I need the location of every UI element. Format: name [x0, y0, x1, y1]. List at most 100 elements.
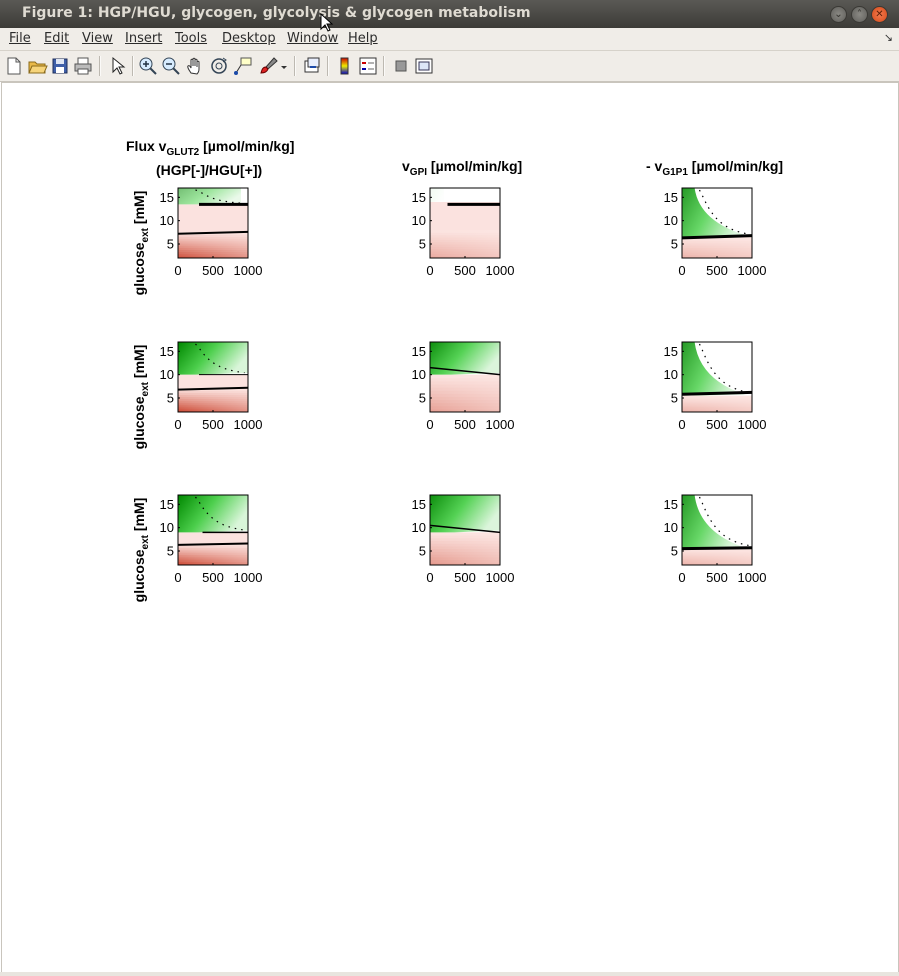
- show-plot-tools-icon[interactable]: [413, 55, 435, 77]
- y-tick-label: 5: [419, 544, 426, 559]
- window-titlebar[interactable]: Figure 1: HGP/HGU, glycogen, glycolysis …: [0, 0, 899, 28]
- subplot-1-1[interactable]: 5 10 15 0 500 1000: [412, 341, 515, 432]
- mouse-cursor-icon: [320, 13, 334, 32]
- subplot-0-1[interactable]: 5 10 15 0 500 1000: [412, 187, 515, 278]
- red-cell: [430, 545, 500, 550]
- red-cell: [430, 230, 500, 233]
- y-tick-label: 15: [412, 190, 426, 205]
- minimize-icon[interactable]: ⌄: [830, 6, 847, 23]
- menu-help[interactable]: Help: [348, 31, 378, 46]
- rotate-3d-icon[interactable]: [208, 55, 230, 77]
- red-cell: [178, 238, 248, 242]
- save-icon[interactable]: [49, 55, 71, 77]
- dock-arrow-icon[interactable]: ↘: [883, 31, 893, 44]
- red-cell: [682, 551, 752, 554]
- menu-desktop[interactable]: Desktop: [222, 31, 276, 46]
- maximize-icon[interactable]: ˄: [851, 6, 868, 23]
- red-cell: [682, 552, 752, 555]
- red-cell: [178, 554, 248, 557]
- red-cell: [430, 387, 500, 391]
- pan-icon[interactable]: [184, 55, 206, 77]
- subplot-1-2[interactable]: 5 10 15 0 500 1000: [664, 341, 767, 432]
- threshold-line: [177, 542, 249, 546]
- menu-insert[interactable]: Insert: [125, 31, 163, 46]
- subplot-2-2[interactable]: 5 10 15 0 500 1000: [664, 494, 767, 585]
- hide-plot-tools-icon[interactable]: [390, 55, 412, 77]
- green-region: [682, 495, 745, 549]
- red-cell: [178, 247, 248, 250]
- x-tick-label: 0: [174, 570, 181, 585]
- boundary-curve: [195, 343, 245, 374]
- red-cell: [178, 396, 248, 399]
- print-icon[interactable]: [72, 55, 94, 77]
- red-cell: [430, 532, 500, 536]
- red-cell: [682, 252, 752, 255]
- red-cell: [178, 556, 248, 559]
- x-tick-label: 0: [678, 570, 685, 585]
- link-plot-icon[interactable]: [301, 55, 323, 77]
- colorbar-icon[interactable]: [334, 55, 356, 77]
- x-tick-label: 0: [678, 417, 685, 432]
- subplot-2-0[interactable]: 5 10 15 0 500 1000 glucoseext [mM]: [131, 494, 262, 602]
- red-cell: [178, 547, 248, 550]
- menu-bar: File Edit View Insert Tools Desktop Wind…: [0, 28, 899, 51]
- red-cell: [430, 543, 500, 547]
- zoom-in-icon[interactable]: [137, 55, 159, 77]
- x-tick-label: 0: [426, 417, 433, 432]
- red-cell: [682, 397, 752, 399]
- red-cell: [682, 245, 752, 248]
- red-cell: [178, 394, 248, 397]
- brush-dropdown-icon[interactable]: [278, 55, 290, 77]
- brush-icon[interactable]: [256, 55, 278, 77]
- menu-view[interactable]: View: [82, 31, 113, 46]
- red-cell: [178, 558, 248, 561]
- red-cell: [178, 545, 248, 548]
- y-tick-label: 10: [664, 367, 678, 382]
- y-tick-label: 15: [664, 190, 678, 205]
- y-tick-label: 5: [671, 391, 678, 406]
- red-cell: [430, 374, 500, 379]
- x-tick-label: 1000: [234, 263, 263, 278]
- x-tick-label: 0: [426, 570, 433, 585]
- subplot-1-0[interactable]: 5 10 15 0 500 1000 glucoseext [mM]: [131, 341, 262, 449]
- figure-toolbar: [0, 51, 899, 82]
- menu-file[interactable]: File: [9, 31, 31, 46]
- red-cell: [178, 251, 248, 255]
- x-tick-label: 0: [174, 263, 181, 278]
- y-tick-label: 15: [160, 344, 174, 359]
- menu-tools[interactable]: Tools: [175, 31, 208, 46]
- x-tick-label: 1000: [486, 263, 515, 278]
- x-tick-label: 1000: [486, 417, 515, 432]
- window-title: Figure 1: HGP/HGU, glycogen, glycolysis …: [22, 5, 531, 21]
- red-cell: [682, 249, 752, 252]
- red-cell: [682, 550, 752, 552]
- menu-edit[interactable]: Edit: [44, 31, 70, 46]
- zoom-out-icon[interactable]: [160, 55, 182, 77]
- y-tick-label: 5: [419, 237, 426, 252]
- subplot-0-0[interactable]: 5 10 15 0 500 1000 glucoseext [mM]: [131, 187, 263, 295]
- red-cell: [430, 537, 500, 541]
- y-tick-label: 5: [671, 544, 678, 559]
- edit-plot-icon[interactable]: [106, 55, 128, 77]
- menu-window[interactable]: Window: [287, 31, 339, 46]
- close-icon[interactable]: ✕: [871, 6, 888, 23]
- light-region: [178, 204, 248, 233]
- red-cell: [430, 234, 500, 238]
- red-cell: [430, 396, 500, 401]
- data-cursor-icon[interactable]: [232, 55, 254, 77]
- subplot-0-2[interactable]: 5 10 15 0 500 1000: [664, 187, 767, 278]
- x-tick-label: 500: [454, 417, 476, 432]
- y-tick-label: 5: [671, 237, 678, 252]
- red-cell: [430, 377, 500, 382]
- green-region: [682, 188, 749, 237]
- open-file-icon[interactable]: [26, 55, 48, 77]
- x-tick-label: 500: [454, 263, 476, 278]
- red-cell: [430, 248, 500, 252]
- red-cell: [682, 556, 752, 559]
- green-region: [178, 495, 248, 533]
- legend-icon[interactable]: [357, 55, 379, 77]
- x-tick-label: 1000: [486, 570, 515, 585]
- subplot-2-1[interactable]: 5 10 15 0 500 1000: [412, 494, 515, 585]
- y-label-unit: [mM]: [131, 345, 147, 382]
- new-figure-icon[interactable]: [3, 55, 25, 77]
